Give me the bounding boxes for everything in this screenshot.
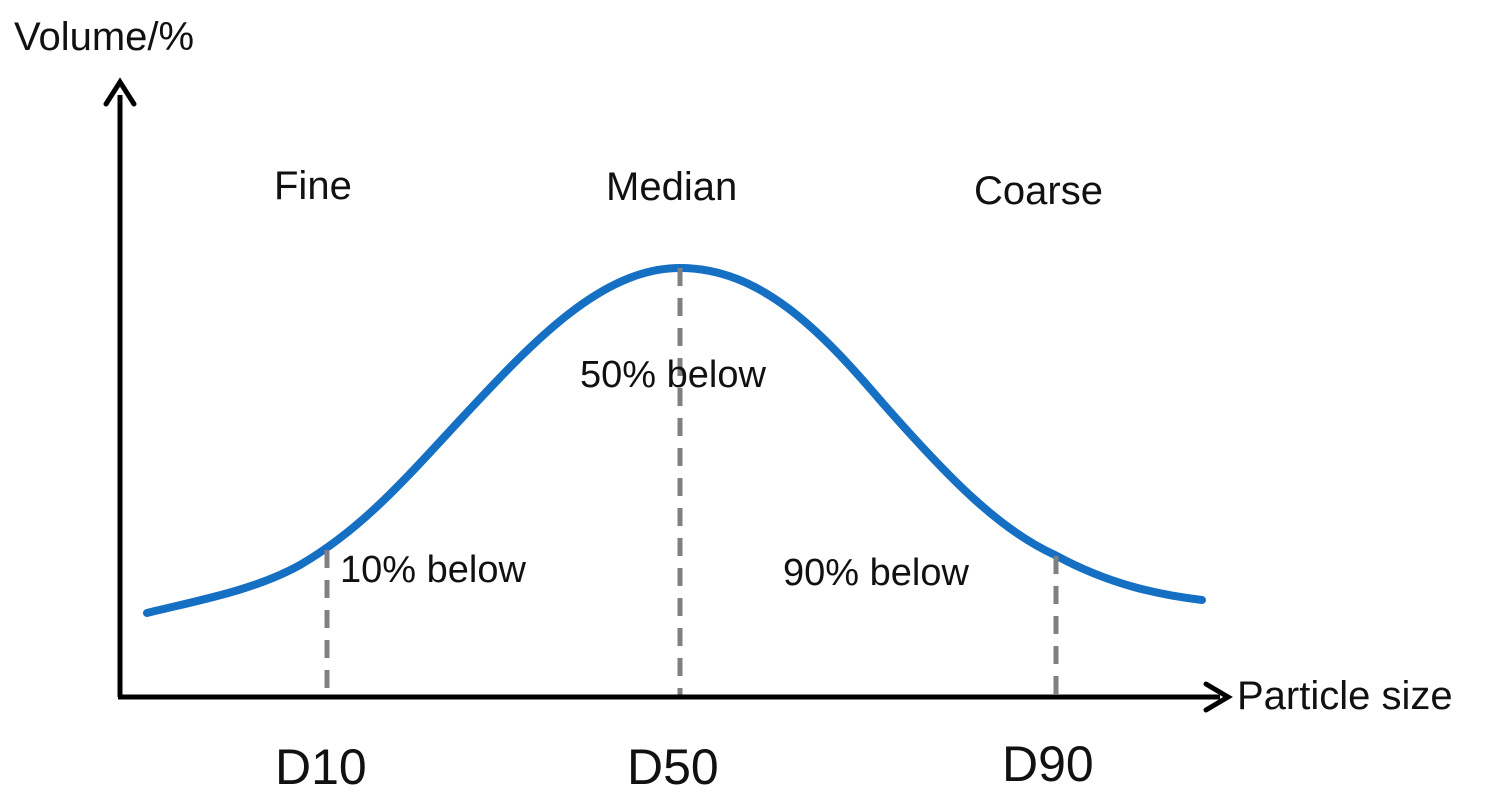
region-label-coarse: Coarse <box>974 169 1103 213</box>
d50-note: 50% below <box>580 354 766 396</box>
distribution-curve <box>143 263 1206 617</box>
region-label-median: Median <box>606 165 737 209</box>
y-axis-label: Volume/% <box>14 15 194 59</box>
d10-note: 10% below <box>340 549 526 591</box>
x-axis-label: Particle size <box>1237 674 1453 718</box>
d10-label: D10 <box>275 739 367 795</box>
arrow-right-icon <box>1203 681 1233 713</box>
d90-note: 90% below <box>783 552 969 594</box>
d50-label: D50 <box>627 739 719 795</box>
d90-label: D90 <box>1002 736 1094 792</box>
arrow-up-icon <box>103 77 137 107</box>
region-label-fine: Fine <box>274 164 352 208</box>
